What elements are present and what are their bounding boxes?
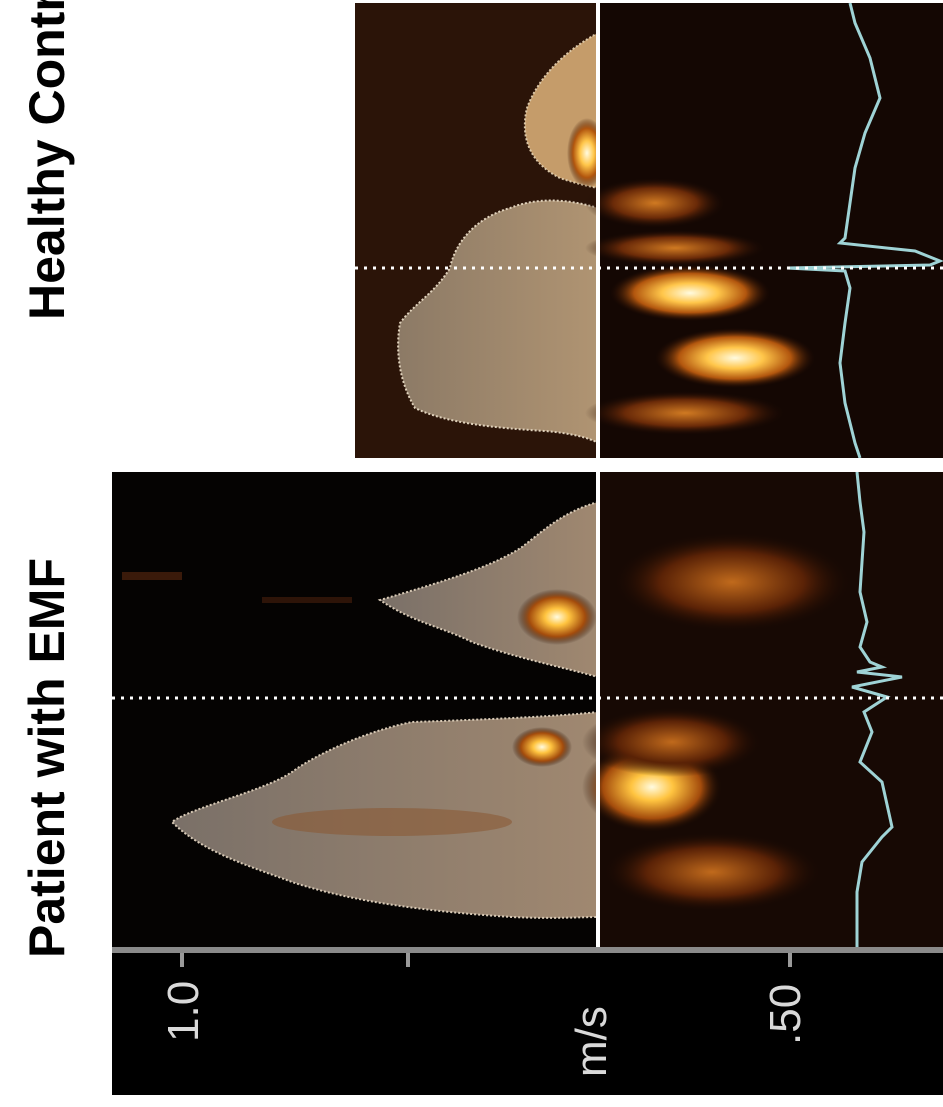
healthy-hotspot-2: [655, 328, 815, 388]
healthy-control-label: Healthy Control: [19, 0, 75, 320]
patient-doppler-graphic: [112, 472, 943, 947]
scale-rule: [112, 947, 943, 953]
scale-tick-2: [406, 953, 410, 967]
healthy-right-region: [598, 3, 943, 458]
healthy-band-1: [585, 178, 725, 228]
patient-lower-band: [272, 808, 512, 836]
scale-tick-3: [788, 953, 792, 967]
scale-tick-1: [180, 953, 184, 967]
scale-unit: m/s: [567, 1006, 616, 1077]
patient-streak-1: [122, 572, 182, 580]
patient-ecg-trace: [851, 472, 903, 947]
patient-upper-hotspot: [517, 589, 597, 645]
patient-band-2: [612, 532, 852, 632]
patient-emf-doppler-image: [112, 472, 943, 947]
healthy-ecg-trace: [786, 3, 943, 458]
patient-band-1: [582, 707, 762, 777]
patient-emf-label: Patient with EMF: [19, 558, 75, 958]
healthy-band-2: [585, 230, 765, 266]
healthy-hotspot-1: [610, 265, 770, 321]
patient-streak-2: [262, 597, 352, 603]
scale-value-left: 1.0: [159, 980, 208, 1042]
healthy-band-3: [585, 391, 785, 435]
patient-lower-hotspot-small: [512, 727, 572, 767]
healthy-lower-envelope: [397, 199, 599, 445]
healthy-control-doppler-image: [355, 3, 943, 458]
velocity-scale-bar: 1.0 m/s .50: [112, 947, 943, 1095]
patient-divider-line: [596, 472, 600, 947]
patient-band-3: [602, 832, 822, 912]
healthy-doppler-graphic: [355, 3, 943, 458]
healthy-divider-line: [596, 3, 600, 458]
scale-value-right: .50: [761, 983, 810, 1045]
